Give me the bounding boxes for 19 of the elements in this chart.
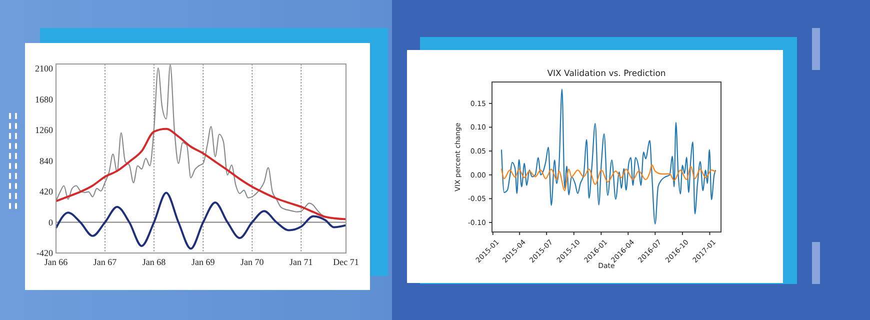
line-series <box>55 128 347 220</box>
x-tick-label: Jan 66 <box>44 257 68 267</box>
line-series <box>55 192 347 250</box>
x-tick-label: Jan 68 <box>142 257 166 267</box>
y-tick-label: 1680 <box>35 94 54 104</box>
x-tick-label: Dec 71 <box>333 257 359 267</box>
x-tick-label: Jan 70 <box>240 257 264 267</box>
y-tick-label: -420 <box>36 248 54 258</box>
y-tick-label: 420 <box>40 186 54 197</box>
y-tick-label: 840 <box>40 156 54 166</box>
y-tick-label: 2100 <box>35 64 54 74</box>
chart-title: VIX Validation vs. Prediction <box>547 69 666 79</box>
x-tick-label: Jan 69 <box>192 257 216 267</box>
y-tick-label: 1260 <box>35 125 54 136</box>
line-series <box>500 88 716 224</box>
y-tick-label: 0 <box>48 217 54 228</box>
line-series <box>500 164 716 192</box>
x-tick-label: Jan 67 <box>93 257 118 267</box>
x-tick-label: Jan 71 <box>290 257 313 267</box>
